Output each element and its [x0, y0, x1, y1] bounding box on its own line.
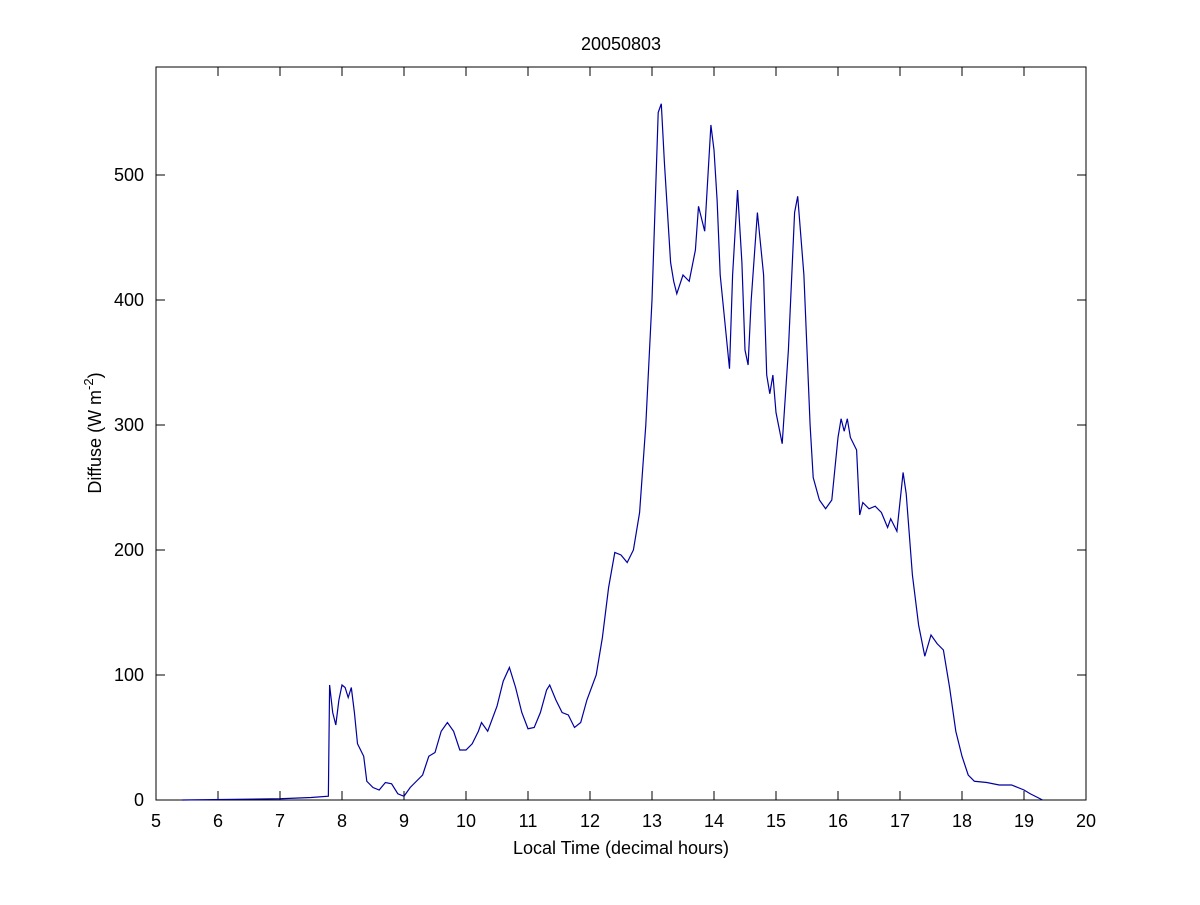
y-label-text: Diffuse (W m: [85, 390, 105, 494]
x-tick-label: 13: [642, 811, 662, 831]
x-tick-label: 18: [952, 811, 972, 831]
x-tick-label: 5: [151, 811, 161, 831]
x-tick-label: 7: [275, 811, 285, 831]
x-tick-label: 11: [519, 811, 538, 831]
data-line: [182, 103, 1043, 801]
x-tick-label: 14: [704, 811, 724, 831]
y-tick-label: 200: [114, 540, 144, 560]
x-tick-label: 19: [1014, 811, 1034, 831]
x-axis-label: Local Time (decimal hours): [513, 838, 729, 858]
x-tick-label: 17: [890, 811, 910, 831]
y-label-end: ): [85, 372, 105, 378]
x-tick-label: 8: [337, 811, 347, 831]
x-tick-label: 20: [1076, 811, 1096, 831]
y-label-sup: -2: [81, 378, 96, 390]
x-tick-label: 10: [456, 811, 476, 831]
axes-box: [155, 66, 1087, 801]
x-tick-label: 15: [766, 811, 786, 831]
x-tick-label: 6: [213, 811, 223, 831]
chart-title: 20050803: [581, 34, 661, 54]
y-tick-label: 0: [134, 790, 144, 810]
x-tick-label: 16: [828, 811, 848, 831]
x-tick-label: 9: [399, 811, 409, 831]
y-axis-label: Diffuse (W m-2): [81, 372, 105, 493]
y-tick-label: 400: [114, 290, 144, 310]
y-tick-label: 100: [114, 665, 144, 685]
x-tick-label: 12: [580, 811, 600, 831]
y-tick-label: 300: [114, 415, 144, 435]
y-tick-label: 500: [114, 165, 144, 185]
